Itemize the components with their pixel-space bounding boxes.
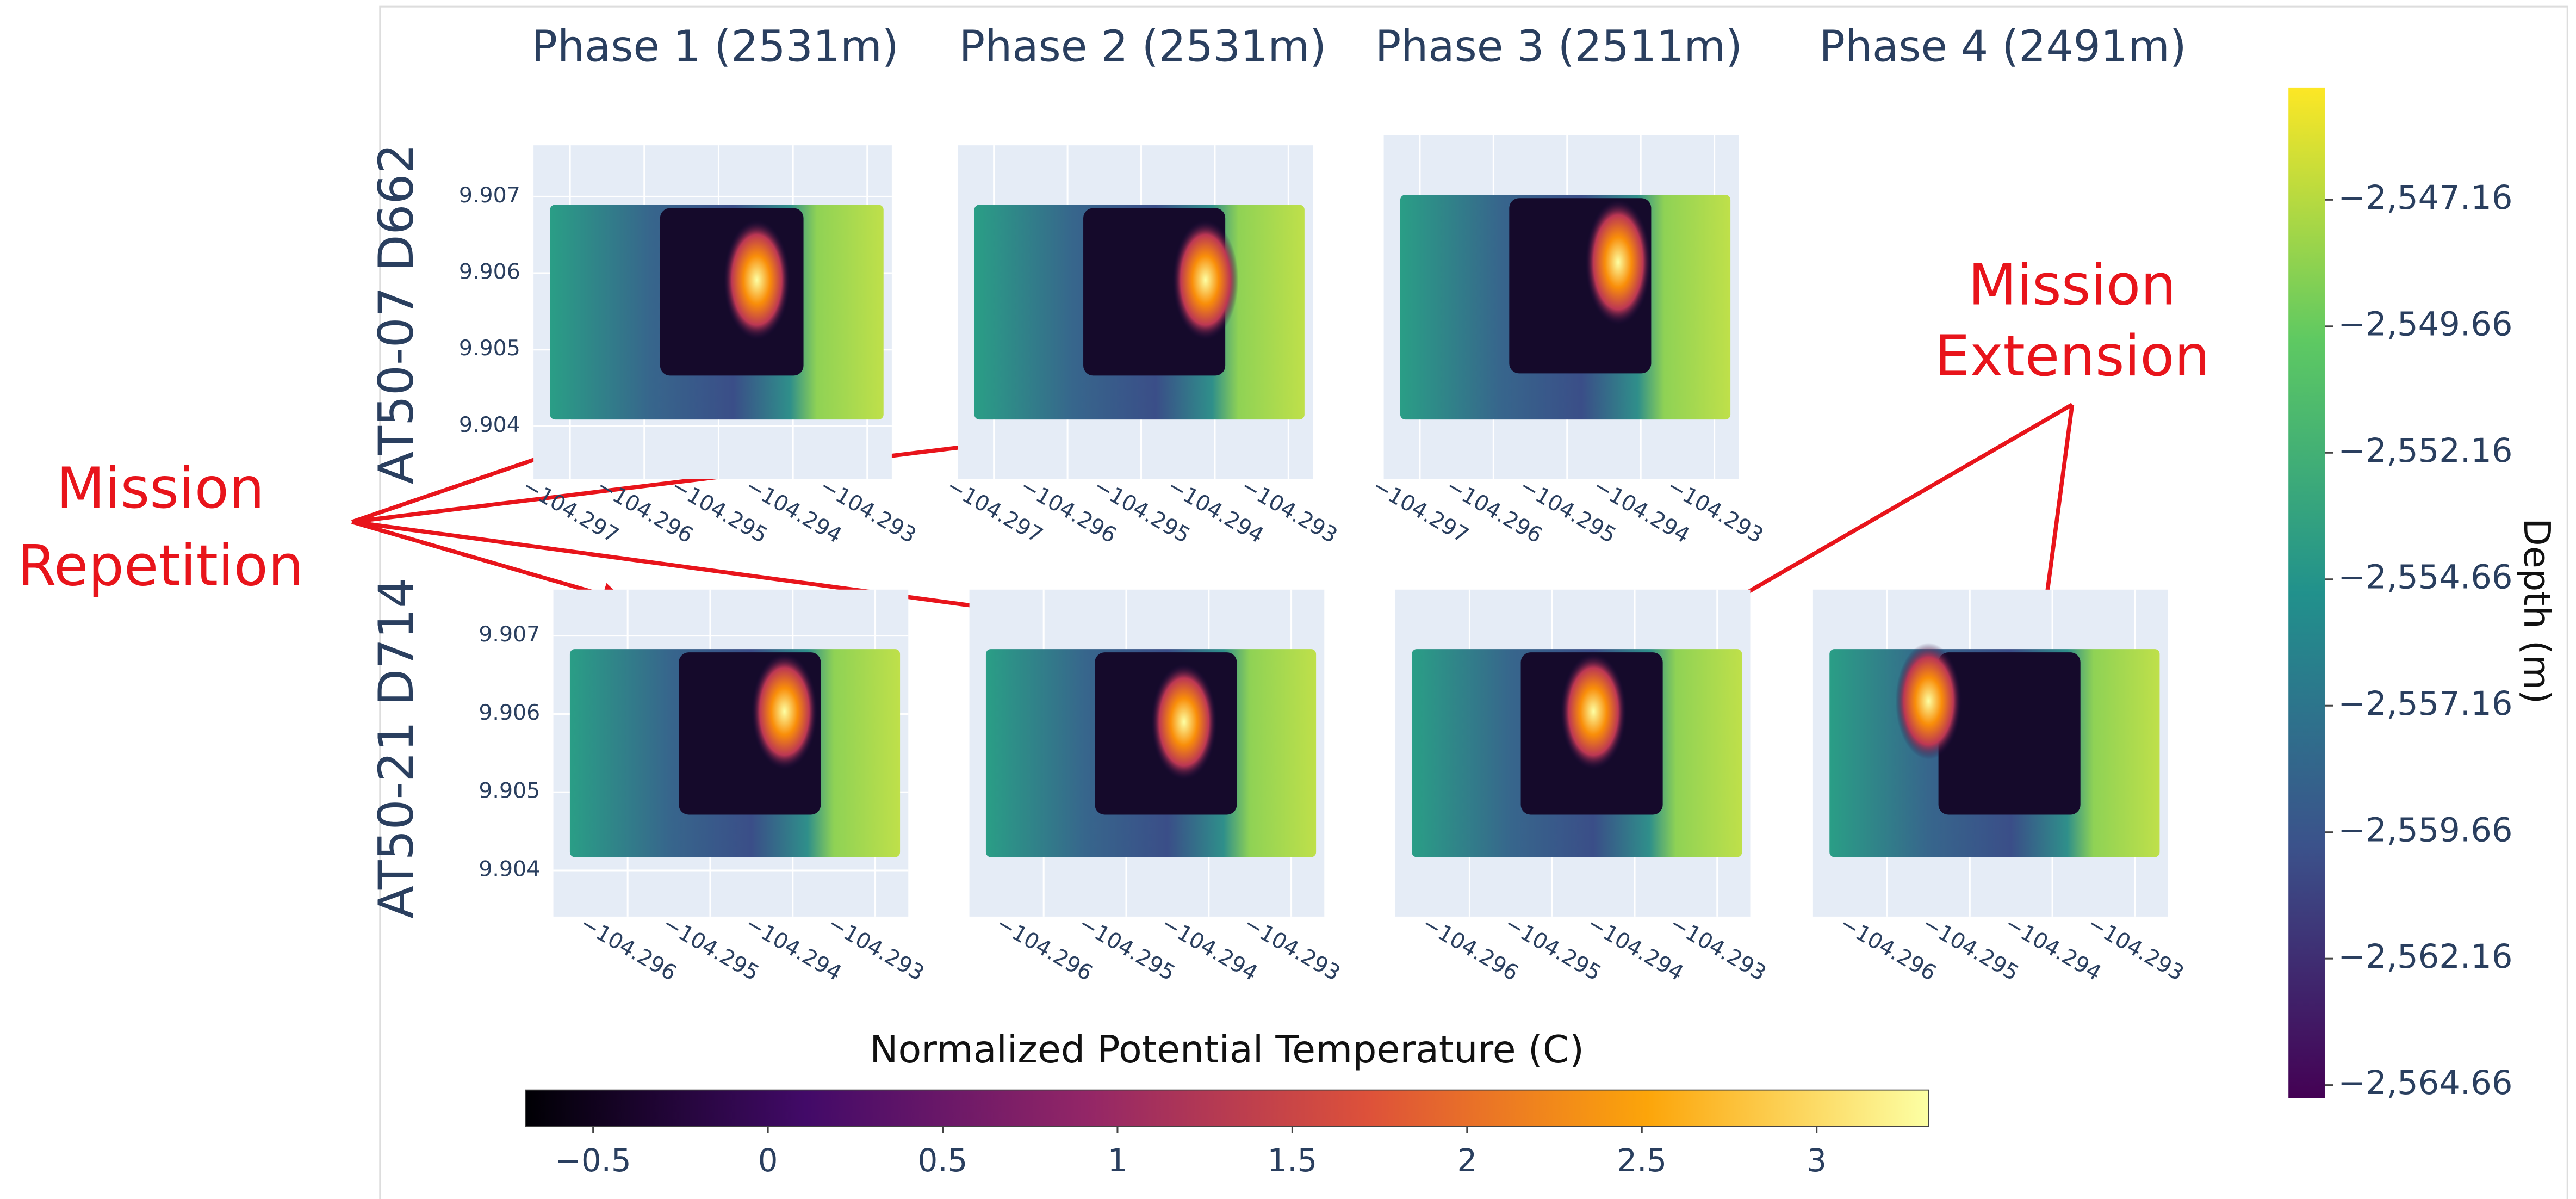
colorbar — [2288, 88, 2325, 1098]
colorbar-tick-label: −2,554.66 — [2338, 558, 2512, 596]
annotation: Repetition — [17, 534, 303, 599]
colorbar-tick-label: −2,549.66 — [2338, 305, 2512, 343]
row-label: AT50-21 D714 — [368, 578, 424, 919]
map-panel: −104.297−104.296−104.295−104.294−104.293… — [459, 145, 921, 548]
column-title: Phase 4 (2491m) — [1819, 22, 2186, 72]
y-tick-label: 9.904 — [479, 857, 540, 882]
colorbar-tick-label: 0 — [758, 1142, 778, 1179]
map-panel: −104.297−104.296−104.295−104.294−104.293 — [942, 145, 1342, 548]
annotation: Mission — [1968, 253, 2176, 318]
colorbar-title: Normalized Potential Temperature (C) — [870, 1028, 1584, 1072]
hot-spot — [752, 653, 817, 770]
colorbar-tick-label: −2,559.66 — [2338, 811, 2512, 849]
map-panel: −104.296−104.295−104.294−104.2939.9049.9… — [479, 590, 928, 986]
annotation: Mission — [57, 456, 264, 521]
y-tick-label: 9.904 — [459, 412, 520, 437]
column-title: Phase 1 (2531m) — [531, 22, 898, 72]
hot-spot — [1896, 643, 1962, 759]
colorbar-tick-label: 2.5 — [1617, 1142, 1667, 1179]
column-title: Phase 2 (2531m) — [959, 22, 1326, 72]
y-tick-label: 9.906 — [479, 700, 540, 725]
y-tick-label: 9.907 — [459, 183, 520, 208]
hot-spot — [1560, 653, 1626, 770]
map-panel: −104.296−104.295−104.294−104.293 — [1813, 590, 2188, 986]
colorbar-tick-label: −2,552.16 — [2338, 432, 2512, 470]
colorbar-tick-label: 1.5 — [1268, 1142, 1318, 1179]
hot-spot — [1172, 220, 1238, 340]
colorbar-tick-label: −2,547.16 — [2338, 179, 2512, 217]
colorbar-tick-label: −2,562.16 — [2338, 938, 2512, 976]
map-panel: −104.296−104.295−104.294−104.293 — [970, 590, 1345, 986]
hot-spot — [1151, 664, 1217, 780]
map-panel: −104.296−104.295−104.294−104.293 — [1395, 590, 1771, 986]
y-tick-label: 9.906 — [459, 259, 520, 285]
hot-spot — [723, 220, 790, 340]
hot-spot — [1585, 199, 1651, 325]
annotation: Extension — [1934, 324, 2210, 389]
colorbar-tick-label: −0.5 — [555, 1142, 631, 1179]
colorbar-tick-label: 1 — [1108, 1142, 1128, 1179]
figure: Phase 1 (2531m) Phase 2 (2531m) Phase 3 (2… — [0, 0, 2576, 1199]
colorbar-title: Depth (m) — [2516, 518, 2558, 704]
colorbar-tick-label: 2 — [1457, 1142, 1477, 1179]
colorbar-tick-label: 3 — [1807, 1142, 1827, 1179]
y-tick-label: 9.905 — [479, 778, 540, 804]
colorbar — [525, 1090, 1928, 1127]
colorbar-tick-label: −2,557.16 — [2338, 685, 2512, 723]
colorbar-tick-label: 0.5 — [918, 1142, 968, 1179]
map-panel: −104.297−104.296−104.295−104.294−104.293 — [1368, 135, 1768, 548]
row-label: AT50-07 D662 — [368, 143, 424, 484]
y-tick-label: 9.905 — [459, 336, 520, 361]
colorbar-tick-label: −2,564.66 — [2338, 1064, 2512, 1102]
column-title: Phase 3 (2511m) — [1375, 22, 1742, 72]
y-tick-label: 9.907 — [479, 622, 540, 647]
dive-track — [1939, 652, 2081, 814]
page: { "column_titles": ["Phase 1 (2531m)", "… — [0, 0, 2576, 1199]
